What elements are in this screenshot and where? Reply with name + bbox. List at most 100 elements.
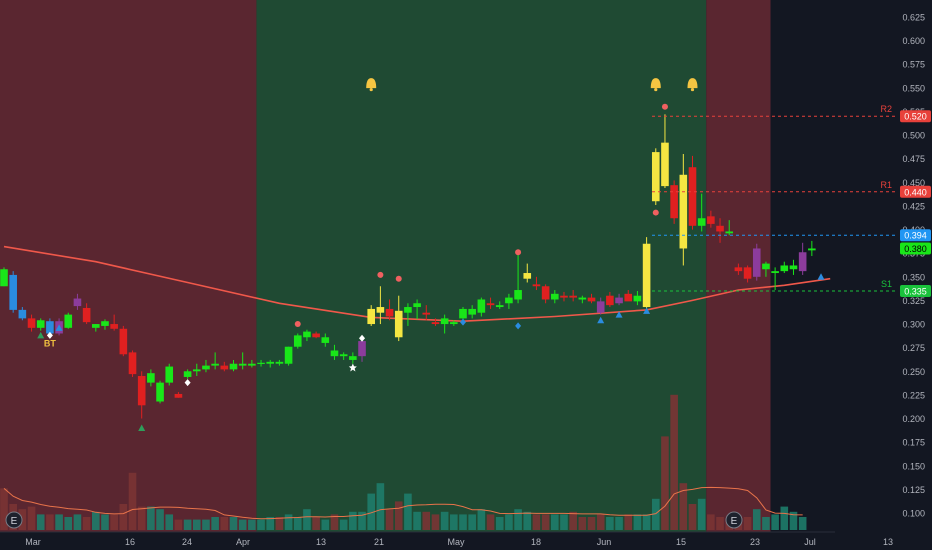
candle [9, 271, 17, 313]
volume-bar [459, 514, 467, 530]
candle [624, 290, 633, 302]
level-price-tag [900, 185, 931, 198]
candle-body [266, 361, 275, 364]
volume-bar [477, 509, 486, 530]
candle [468, 305, 476, 319]
up-triangle-marker [597, 316, 605, 324]
ma-line [3, 245, 831, 323]
volume-bar [762, 517, 770, 530]
up-triangle-marker [37, 331, 45, 339]
candle [404, 303, 412, 326]
candle-body [147, 373, 155, 383]
candle-body [73, 298, 82, 307]
volume-bar [642, 514, 651, 530]
volume-bar [404, 493, 412, 530]
candle-body [92, 324, 100, 328]
diamond-marker [460, 318, 466, 326]
time-tick-label: Mar [25, 537, 41, 547]
up-triangle-marker [615, 311, 623, 318]
signal-dot [661, 103, 668, 110]
candle [367, 305, 375, 326]
volume-bar [633, 514, 642, 530]
candle [376, 286, 385, 325]
candlesticks[interactable] [0, 114, 816, 419]
bell-icon [687, 78, 698, 89]
candle-body [165, 366, 174, 383]
price-tick-label: 0.500 [902, 131, 925, 141]
candle-body [762, 263, 770, 270]
volume-bar [771, 514, 779, 530]
candle [716, 218, 724, 243]
earnings-badge-right[interactable] [725, 511, 743, 529]
time-tick-label: 23 [750, 537, 760, 547]
volume-average-line [3, 486, 803, 520]
candle-body [716, 225, 724, 232]
candle [477, 297, 486, 317]
candle [0, 267, 8, 287]
candle-body [248, 363, 256, 366]
candle [330, 344, 339, 360]
volume-bar [661, 436, 669, 530]
candle [707, 210, 715, 228]
candle [183, 369, 192, 379]
candle-body [468, 308, 476, 315]
volume-bar [752, 509, 761, 530]
time-tick-label: 16 [125, 537, 135, 547]
candle-body [303, 331, 311, 338]
candle-body [606, 295, 614, 306]
candle-body [431, 322, 440, 325]
level-name: S1 [881, 279, 892, 289]
volume-bar [202, 519, 210, 530]
candle [780, 261, 789, 274]
candle [523, 263, 532, 283]
candle [725, 220, 734, 236]
volume-bar [596, 514, 605, 530]
candle-body [697, 218, 706, 226]
volume-bar [394, 501, 403, 530]
candle-body [220, 365, 229, 370]
candle-body [183, 371, 192, 377]
level-price-tag [900, 229, 931, 242]
volume-bar [92, 511, 100, 530]
earnings-badge-left[interactable] [5, 511, 23, 529]
volume-bar [798, 517, 807, 530]
candle-body [46, 321, 54, 334]
candle-body [486, 303, 495, 306]
candle [128, 350, 137, 377]
candle [505, 293, 513, 309]
candle [73, 293, 82, 310]
volume-bar [55, 514, 63, 530]
event-badges[interactable]: E E [5, 511, 743, 529]
candle-body [780, 265, 789, 272]
level-price-label: 0.335 [904, 286, 927, 296]
volume-bar [248, 519, 256, 530]
candle-body [624, 293, 633, 302]
volume-bar [670, 394, 678, 530]
bell-icon [650, 78, 661, 89]
candle-body [119, 328, 128, 355]
candle-body [64, 314, 73, 328]
candle-body [238, 363, 247, 366]
time-axis[interactable]: Mar 16 24 Apr 13 21 May 18 Jun 15 23 Jul 13 [25, 537, 893, 547]
candle [651, 148, 660, 206]
candle-body [394, 310, 403, 338]
price-tick-label: 0.350 [902, 272, 925, 282]
volume-bar [73, 514, 82, 530]
earnings-badge-right-label: E [731, 516, 738, 527]
volume-bar [82, 517, 91, 530]
price-axis[interactable]: 0.6250.6000.5750.5500.5250.5000.4750.450… [652, 0, 932, 550]
price-tick-label: 0.475 [902, 154, 925, 164]
candle-body [642, 243, 651, 308]
candle [275, 359, 284, 366]
candle [110, 314, 118, 331]
volume-bar [606, 517, 614, 530]
candle-body [330, 350, 339, 357]
price-tick-label: 0.300 [902, 320, 925, 330]
price-tick-label: 0.325 [902, 296, 925, 306]
volume-bar [293, 517, 302, 530]
price-axis-background [835, 0, 932, 550]
candle [36, 318, 45, 331]
time-tick-label: 21 [374, 537, 384, 547]
candle-body [734, 267, 743, 272]
